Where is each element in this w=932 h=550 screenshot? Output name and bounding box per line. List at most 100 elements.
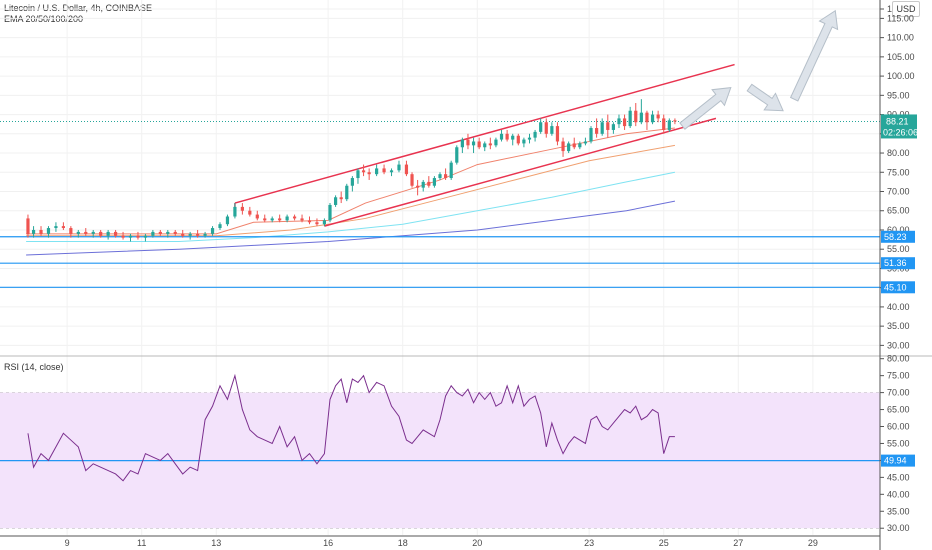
- candle-body: [471, 141, 476, 146]
- projection-arrow-icon: [789, 9, 839, 102]
- last-price-tag: [881, 114, 917, 139]
- candle-body: [91, 231, 95, 234]
- candle-body: [106, 231, 110, 236]
- candle-body: [606, 122, 610, 130]
- time-tick-label: 11: [137, 538, 146, 548]
- candle-body: [196, 233, 200, 236]
- candle-body: [173, 231, 177, 234]
- time-tick-label: 23: [584, 538, 594, 548]
- candle-body: [650, 114, 655, 123]
- candle-body: [583, 141, 588, 144]
- price-tick-label: 30.00: [887, 340, 910, 350]
- candle-body: [611, 124, 615, 130]
- candle-body: [188, 233, 192, 236]
- candle-body: [499, 133, 504, 140]
- time-tick-label: 9: [65, 538, 70, 548]
- candle-body: [667, 120, 671, 130]
- candle-body: [255, 214, 259, 219]
- candle-body: [240, 206, 244, 211]
- price-tick-label: 95.00: [887, 90, 910, 100]
- candle-body: [466, 139, 470, 146]
- horizontal-levels: [0, 120, 880, 462]
- candle-body: [567, 143, 571, 152]
- rsi-tick-label: 70.00: [887, 388, 910, 398]
- rsi-level-tag: [881, 454, 915, 467]
- candle-body: [645, 112, 649, 123]
- candle-body: [270, 218, 274, 221]
- support-level-label: 58.23: [884, 232, 907, 242]
- candle-body: [181, 233, 185, 236]
- candle-body: [539, 122, 543, 132]
- rsi-tick-label: 75.00: [887, 371, 910, 381]
- candle-body: [455, 147, 459, 163]
- rsi-level-label: 49.94: [884, 456, 907, 466]
- candle-body: [26, 218, 30, 234]
- rsi-tick-label: 40.00: [887, 489, 910, 499]
- rsi-tick-label: 30.00: [887, 523, 910, 533]
- candle-body: [203, 233, 207, 236]
- channel-lower-line: [324, 117, 717, 227]
- candle-body: [328, 204, 332, 221]
- candle-body: [278, 218, 282, 221]
- candle-body: [460, 139, 464, 148]
- candle-body: [121, 235, 125, 238]
- candles-layer: [26, 99, 677, 242]
- candle-body: [438, 174, 442, 179]
- candle-body: [128, 235, 133, 238]
- ema-layer: [26, 127, 676, 256]
- candle-body: [432, 178, 437, 186]
- candle-body: [285, 216, 289, 221]
- candle-body: [292, 216, 297, 219]
- candle-body: [39, 229, 43, 234]
- ema-line-ema20: [26, 127, 675, 235]
- candle-body: [375, 168, 379, 175]
- candle-body: [600, 122, 604, 134]
- candle-body: [449, 162, 453, 179]
- price-tick-label: 55.00: [887, 244, 910, 254]
- time-tick-label: 20: [472, 538, 482, 548]
- price-tick-label: 80.00: [887, 148, 910, 158]
- support-level-tag: [881, 257, 915, 270]
- candle-body: [421, 181, 425, 188]
- time-tick-label: 27: [733, 538, 743, 548]
- chart-symbol-title: Litecoin / U.S. Dollar, 4h, COINBASE: [4, 3, 153, 13]
- time-tick-label: 25: [659, 538, 669, 548]
- candle-body: [628, 110, 632, 127]
- rsi-tick-label: 55.00: [887, 438, 910, 448]
- candle-body: [263, 218, 267, 221]
- candle-body: [356, 170, 360, 179]
- price-tick-label: 110.00: [887, 33, 914, 43]
- candle-body: [46, 228, 51, 234]
- time-tick-label: 16: [323, 538, 333, 548]
- candle-body: [113, 231, 118, 236]
- channel-upper-line: [234, 63, 735, 204]
- candle-body: [427, 181, 431, 186]
- candle-body: [248, 210, 252, 215]
- rsi-tick-label: 45.00: [887, 472, 910, 482]
- price-tick-label: 70.00: [887, 187, 910, 197]
- projection-arrows: [679, 9, 839, 130]
- rsi-tick-label: 35.00: [887, 506, 910, 516]
- candle-body: [315, 222, 319, 225]
- ema-line-ema50: [26, 144, 676, 237]
- candle-body: [158, 231, 162, 234]
- candle-body: [54, 226, 58, 229]
- candle-body: [533, 131, 537, 138]
- time-tick-label: 18: [398, 538, 408, 548]
- candle-body: [634, 110, 638, 123]
- candle-body: [218, 224, 222, 229]
- candle-body: [404, 164, 409, 175]
- price-tick-label: 65.00: [887, 206, 910, 216]
- rsi-layer: [27, 373, 675, 482]
- rsi-line: [27, 373, 675, 482]
- ema-line-ema100: [26, 171, 676, 243]
- candle-body: [333, 197, 338, 205]
- candle-body: [350, 178, 354, 186]
- candle-body: [511, 135, 515, 140]
- support-level-label: 51.36: [884, 258, 907, 268]
- currency-button[interactable]: USD: [892, 1, 920, 17]
- candle-body: [544, 122, 548, 134]
